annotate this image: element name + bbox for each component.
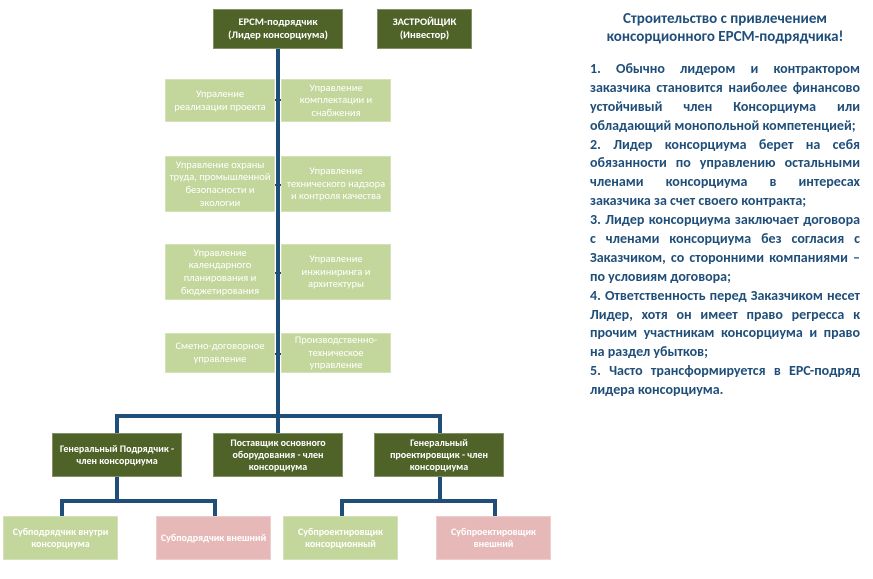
pair-right-0: Управление комплектации и снабжения <box>281 79 391 122</box>
pair-left-0: Упраление реализации проекта <box>165 79 275 122</box>
bottom-c: Субпроектировщик консорционный <box>283 516 398 560</box>
hbar-bottom-right <box>340 499 497 503</box>
bottom-d: Субпроектировщик внешний <box>436 516 551 560</box>
drop-br-1 <box>340 499 344 516</box>
developer-line2: (Инвестор) <box>400 28 449 41</box>
drop-mid-c <box>438 477 442 499</box>
text-column: Строительство с привлечением консорционн… <box>590 10 860 400</box>
hbar-bottom-left <box>60 499 217 503</box>
pair-right-3: Производственно-техническое управление <box>281 333 391 373</box>
drop-mid-a <box>115 477 119 499</box>
pair-left-2: Управление календарного планирования и б… <box>165 244 275 300</box>
drop-b <box>276 414 280 433</box>
mid-b: Поставщик основного оборудования - член … <box>213 433 343 477</box>
drop-a <box>115 414 119 433</box>
text-title: Строительство с привлечением консорционн… <box>590 10 860 46</box>
pair-left-1: Управление охраны труда, промышленной бе… <box>165 156 275 212</box>
drop-c <box>438 414 442 433</box>
box-developer: ЗАСТРОЙЩИК(Инвестор) <box>377 9 472 49</box>
bottom-a: Субподрядчик внутри консорциума <box>3 516 118 560</box>
text-body: 1. Обычно лидером и контрактором заказчи… <box>590 60 860 400</box>
mid-c: Генеральный проектировщик - член консорц… <box>374 433 504 477</box>
epcm-line2: (Лидер консорциума) <box>228 28 328 41</box>
bottom-b: Субподрядчик внешний <box>156 516 271 560</box>
org-chart: ЕРСМ-подрядчик(Лидер консорциума) ЗАСТРО… <box>0 0 570 579</box>
pair-right-1: Управление технического надзора и контро… <box>281 156 391 212</box>
epcm-line1: ЕРСМ-подрядчик <box>238 15 317 28</box>
mid-a: Генеральный Подрядчик - член консорциума <box>52 433 182 477</box>
drop-br-2 <box>493 499 497 516</box>
developer-line1: ЗАСТРОЙЩИК <box>393 15 457 28</box>
drop-bl-1 <box>60 499 64 516</box>
box-epcm: ЕРСМ-подрядчик(Лидер консорциума) <box>213 9 343 49</box>
pair-right-2: Управление инжиниринга и архитектуры <box>281 244 391 300</box>
drop-bl-2 <box>213 499 217 516</box>
pair-left-3: Сметно-договорное управление <box>165 333 275 373</box>
spine-vertical <box>276 49 280 416</box>
